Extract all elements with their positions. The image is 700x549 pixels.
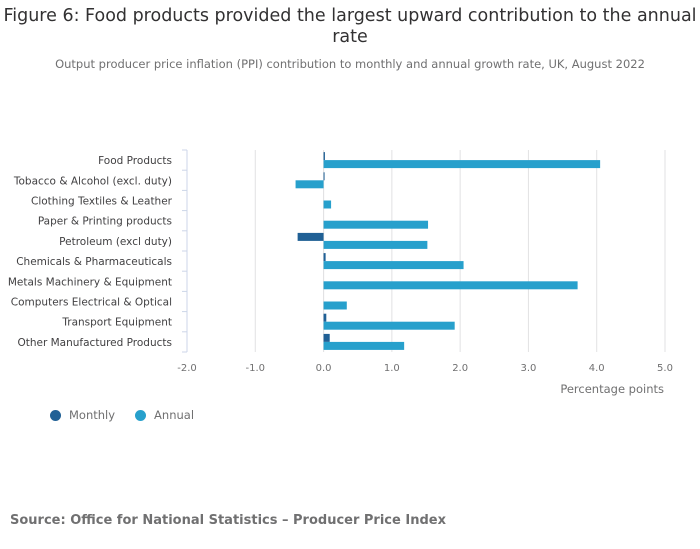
bar-monthly bbox=[323, 172, 325, 181]
x-tick-label: 1.0 bbox=[384, 363, 400, 374]
bar-annual bbox=[323, 321, 455, 330]
legend-label-annual: Annual bbox=[154, 408, 195, 422]
bar-monthly bbox=[323, 152, 325, 161]
legend-dot-monthly bbox=[50, 409, 61, 421]
category-label: Chemicals & Pharmaceuticals bbox=[16, 256, 172, 268]
bar-annual bbox=[323, 220, 429, 229]
chart-title: Figure 6: Food products provided the lar… bbox=[3, 6, 697, 47]
x-tick-label: 0.0 bbox=[316, 363, 332, 374]
bar-annual bbox=[323, 281, 578, 290]
category-label: Other Manufactured Products bbox=[17, 337, 172, 349]
legend-item-annual[interactable]: Annual bbox=[135, 408, 194, 422]
x-tick-label: 4.0 bbox=[589, 363, 605, 374]
bar-monthly bbox=[323, 253, 326, 262]
category-label: Clothing Textiles & Leather bbox=[31, 196, 173, 208]
legend-dot-annual bbox=[135, 409, 147, 421]
bar-monthly bbox=[297, 232, 324, 241]
legend: Monthly Annual bbox=[50, 408, 214, 422]
category-label: Paper & Printing products bbox=[38, 216, 172, 228]
category-label: Computers Electrical & Optical bbox=[11, 297, 172, 309]
legend-label-monthly: Monthly bbox=[69, 408, 116, 422]
x-tick-label: 3.0 bbox=[520, 363, 536, 374]
bar-monthly bbox=[323, 333, 330, 342]
chart-subtitle: Output producer price inflation (PPI) co… bbox=[55, 57, 645, 71]
bar-monthly bbox=[323, 313, 327, 322]
x-tick-label: -1.0 bbox=[246, 363, 266, 374]
x-tick-label: 2.0 bbox=[452, 363, 468, 374]
x-tick-label: -2.0 bbox=[177, 363, 197, 374]
legend-item-monthly[interactable]: Monthly bbox=[50, 408, 115, 422]
bar-annual bbox=[295, 180, 324, 189]
bar-annual bbox=[323, 240, 428, 249]
category-label: Food Products bbox=[98, 155, 172, 167]
category-label: Petroleum (excl duty) bbox=[59, 236, 172, 248]
source-note: Source: Office for National Statistics –… bbox=[10, 513, 446, 528]
bar-annual bbox=[323, 341, 405, 350]
x-axis-title: Percentage points bbox=[560, 382, 664, 396]
bar-annual bbox=[323, 261, 464, 270]
x-tick-label: 5.0 bbox=[657, 363, 673, 374]
bar-annual bbox=[323, 301, 347, 310]
category-label: Tobacco & Alcohol (excl. duty) bbox=[13, 175, 172, 187]
bar-annual bbox=[323, 160, 601, 169]
category-label: Metals Machinery & Equipment bbox=[8, 276, 172, 288]
category-label: Transport Equipment bbox=[61, 317, 172, 329]
bar-annual bbox=[323, 200, 332, 209]
